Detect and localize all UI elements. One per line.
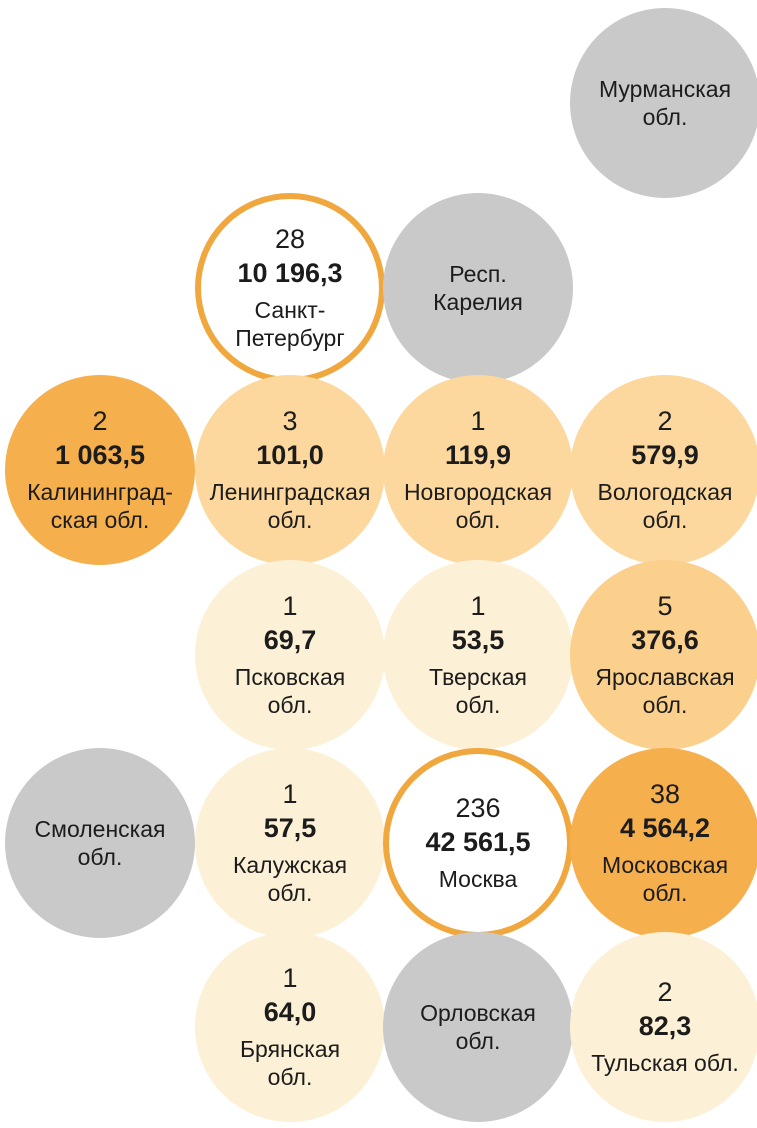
region-name: Вологодская обл. <box>597 479 733 534</box>
region-name: Смоленская обл. <box>34 815 166 870</box>
region-count: 1 <box>470 590 486 621</box>
circle-moscow: 236 42 561,5 Москва <box>383 748 573 938</box>
circle-saint-petersburg: 28 10 196,3 Санкт- Петербург <box>195 193 385 383</box>
region-value: 64,0 <box>263 996 317 1027</box>
region-count: 236 <box>455 792 501 823</box>
region-name: Калининград- ская обл. <box>27 479 173 534</box>
region-count: 3 <box>282 405 298 436</box>
region-count: 1 <box>470 405 486 436</box>
region-name: Мурманская обл. <box>598 75 732 130</box>
region-count: 38 <box>649 778 681 809</box>
region-count: 1 <box>282 590 298 621</box>
region-name: Орловская обл. <box>420 999 536 1054</box>
circle-oryol: Орловская обл. <box>383 932 573 1122</box>
region-name: Респ. Карелия <box>433 260 523 315</box>
region-value: 53,5 <box>451 624 505 655</box>
circle-novgorod: 1 119,9 Новгородская обл. <box>383 375 573 565</box>
region-count: 1 <box>282 962 298 993</box>
region-name: Ленинградская обл. <box>209 479 371 534</box>
circle-murmansk: Мурманская обл. <box>570 8 757 198</box>
region-name: Московская обл. <box>601 852 729 907</box>
circle-bryansk: 1 64,0 Брянская обл. <box>195 932 385 1122</box>
circle-leningrad: 3 101,0 Ленинградская обл. <box>195 375 385 565</box>
circle-kaliningrad: 2 1 063,5 Калининград- ская обл. <box>5 375 195 565</box>
region-name: Санкт- Петербург <box>235 297 345 352</box>
region-value: 82,3 <box>638 1010 692 1041</box>
circle-smolensk: Смоленская обл. <box>5 748 195 938</box>
region-name: Тверская обл. <box>429 664 527 719</box>
region-count: 2 <box>92 405 108 436</box>
region-name: Новгородская обл. <box>403 479 553 534</box>
circle-yaroslavl: 5 376,6 Ярославская обл. <box>570 560 757 750</box>
region-name: Калужская обл. <box>232 852 348 907</box>
region-value: 42 561,5 <box>425 826 531 857</box>
region-name: Брянская обл. <box>239 1036 341 1091</box>
region-count: 2 <box>657 405 673 436</box>
region-name: Ярославская обл. <box>595 664 735 719</box>
region-value: 57,5 <box>263 812 317 843</box>
region-value: 1 063,5 <box>54 439 146 470</box>
circle-karelia: Респ. Карелия <box>383 193 573 383</box>
region-value: 376,6 <box>631 624 699 655</box>
circle-moscow-region: 38 4 564,2 Московская обл. <box>570 748 757 938</box>
region-count: 5 <box>657 590 673 621</box>
circle-tula: 2 82,3 Тульская обл. <box>570 932 757 1122</box>
region-count: 1 <box>282 778 298 809</box>
region-value: 4 564,2 <box>619 812 711 843</box>
region-count: 2 <box>657 976 673 1007</box>
circle-vologda: 2 579,9 Вологодская обл. <box>570 375 757 565</box>
region-name: Псковская обл. <box>234 664 346 719</box>
region-count: 28 <box>274 223 306 254</box>
circle-pskov: 1 69,7 Псковская обл. <box>195 560 385 750</box>
region-name: Тульская обл. <box>591 1050 739 1077</box>
region-name: Москва <box>438 866 518 893</box>
region-value: 101,0 <box>256 439 324 470</box>
region-value: 119,9 <box>444 439 512 470</box>
circle-tver: 1 53,5 Тверская обл. <box>383 560 573 750</box>
region-value: 10 196,3 <box>237 257 343 288</box>
region-value: 69,7 <box>263 624 317 655</box>
region-value: 579,9 <box>631 439 699 470</box>
circle-kaluga: 1 57,5 Калужская обл. <box>195 748 385 938</box>
